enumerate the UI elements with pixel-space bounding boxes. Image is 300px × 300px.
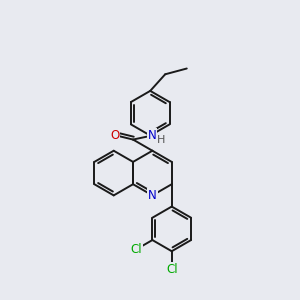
Text: H: H [157, 136, 166, 146]
Text: Cl: Cl [131, 243, 142, 256]
Text: N: N [148, 129, 156, 142]
Text: Cl: Cl [166, 263, 178, 276]
Text: O: O [110, 129, 119, 142]
Text: N: N [148, 189, 157, 202]
